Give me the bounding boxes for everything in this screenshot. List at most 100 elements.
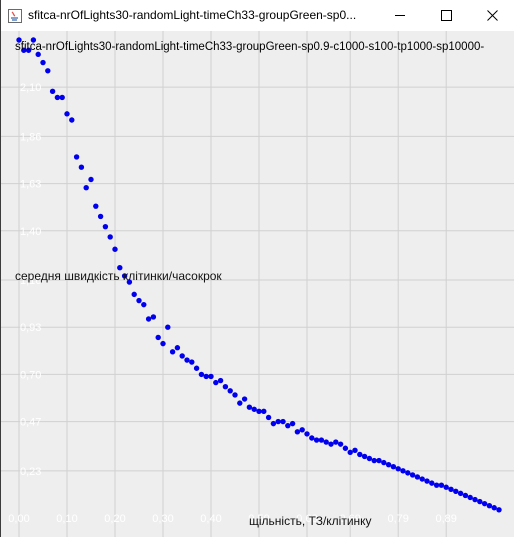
- data-point: [256, 408, 262, 415]
- y-axis-label: середня швидкість клітинки/часокрок: [15, 269, 222, 283]
- data-point: [150, 314, 157, 320]
- data-point: [275, 418, 281, 425]
- data-point: [237, 400, 243, 406]
- data-point: [486, 502, 493, 509]
- data-point: [429, 480, 435, 486]
- data-point: [294, 429, 301, 435]
- data-point: [45, 68, 51, 74]
- data-point: [213, 379, 219, 386]
- data-point: [347, 449, 353, 456]
- x-tick-label: 0,60: [296, 513, 317, 525]
- data-point: [208, 373, 214, 380]
- close-icon: [486, 10, 498, 21]
- data-point: [155, 334, 161, 341]
- data-point: [117, 265, 123, 271]
- data-point: [453, 488, 459, 495]
- data-point: [203, 373, 209, 380]
- x-tick-label: 0,00: [8, 513, 29, 525]
- data-point: [390, 464, 397, 470]
- data-point: [59, 94, 65, 101]
- data-point: [16, 37, 22, 43]
- data-point: [174, 345, 181, 351]
- data-point: [405, 470, 411, 476]
- data-point: [64, 111, 70, 117]
- data-point: [222, 384, 229, 390]
- maximize-button[interactable]: [423, 0, 469, 31]
- x-axis-label: щільність, ТЗ/клітинку: [249, 514, 372, 528]
- data-point: [25, 47, 32, 53]
- data-point: [107, 234, 113, 240]
- data-point: [381, 459, 387, 466]
- y-tick-label: 1,40: [20, 226, 41, 238]
- chart-panel: 0,00 0,10 0,20 0,30 0,40 0,50 0,60 0,69 0,79 0,89…: [1, 31, 514, 537]
- data-point: [443, 484, 449, 490]
- data-point: [395, 466, 401, 472]
- data-point: [328, 441, 334, 447]
- data-point: [184, 357, 190, 363]
- data-point: [333, 439, 339, 445]
- data-point: [93, 203, 99, 209]
- data-point: [189, 359, 195, 365]
- data-point: [227, 388, 233, 394]
- data-point: [35, 51, 41, 58]
- x-tick-label: 0,79: [387, 513, 408, 525]
- x-tick-label: 0,50: [248, 513, 269, 525]
- data-point: [496, 507, 502, 513]
- data-point: [83, 185, 89, 191]
- data-point: [299, 427, 305, 433]
- data-point: [131, 291, 137, 298]
- x-tick-label: 0,89: [435, 513, 456, 525]
- data-point: [78, 164, 85, 170]
- data-point: [481, 500, 488, 507]
- data-point: [261, 408, 267, 415]
- data-point: [472, 496, 478, 503]
- x-tick-label: 0,40: [200, 513, 221, 525]
- y-tick-label: 1,63: [20, 179, 41, 191]
- data-point: [241, 396, 248, 402]
- data-point: [285, 422, 291, 429]
- data-point: [121, 273, 128, 279]
- data-point: [477, 498, 483, 505]
- data-point: [136, 297, 142, 304]
- data-point: [357, 451, 363, 458]
- data-point: [165, 324, 171, 330]
- data-point: [49, 88, 56, 94]
- data-point: [419, 476, 425, 482]
- y-tick-label: 0,93: [20, 322, 41, 334]
- data-point: [54, 94, 61, 101]
- chart-title: sfitca-nrOfLights30-randomLight-timeCh33…: [15, 41, 485, 53]
- data-point: [265, 414, 272, 421]
- data-point: [309, 435, 315, 441]
- data-point: [318, 437, 325, 443]
- y-tick-label: 0,47: [20, 417, 41, 429]
- y-tick-label: 1,16: [20, 275, 41, 287]
- data-point: [376, 457, 382, 464]
- data-point: [145, 316, 152, 322]
- close-button[interactable]: [469, 0, 514, 31]
- data-point: [352, 447, 358, 454]
- data-point: [462, 492, 469, 499]
- title-bar[interactable]: sfitca-nrOfLights30-randomLight-timeCh33…: [1, 0, 514, 32]
- y-tick-label: 0,23: [20, 466, 41, 478]
- maximize-icon: [440, 10, 452, 21]
- x-tick-label: 0,30: [152, 513, 173, 525]
- data-point: [448, 486, 454, 492]
- x-tick-label: 0,10: [56, 513, 77, 525]
- data-point: [361, 453, 368, 460]
- data-point: [160, 340, 166, 347]
- data-point: [289, 420, 296, 427]
- data-point: [270, 420, 277, 427]
- data-point: [280, 418, 286, 425]
- data-point: [371, 457, 377, 464]
- data-point: [112, 246, 118, 252]
- x-tick-label: 0,69: [339, 513, 360, 525]
- scatter-chart: 0,00 0,10 0,20 0,30 0,40 0,50 0,60 0,69 0,79 0,89…: [1, 31, 514, 537]
- data-point: [193, 365, 200, 371]
- y-tick-label: 2,10: [20, 82, 41, 94]
- y-tick-label: 0,70: [20, 369, 41, 381]
- data-point: [385, 461, 392, 468]
- data-point: [232, 392, 238, 398]
- minimize-button[interactable]: [377, 0, 423, 31]
- y-tick-label: 1,86: [20, 131, 41, 143]
